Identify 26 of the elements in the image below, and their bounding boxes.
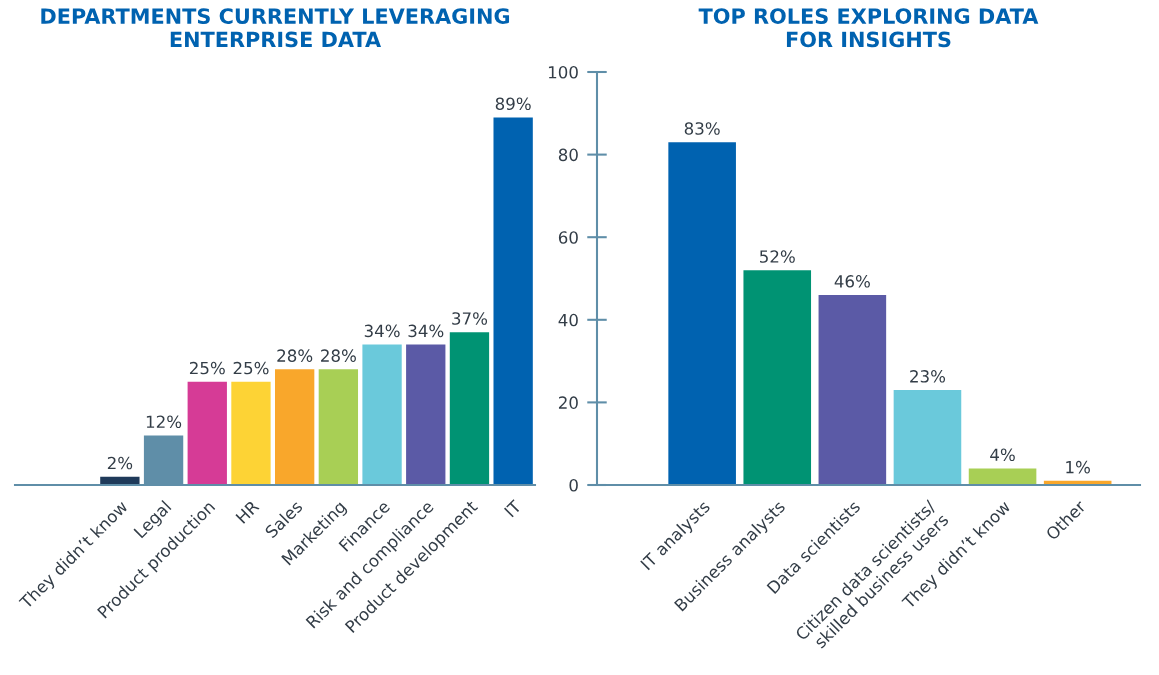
data-label: 52% [760, 250, 795, 263]
data-label: 23% [910, 370, 946, 383]
data-label: 1% [1066, 460, 1090, 474]
x-tick-label: HR [235, 499, 260, 524]
y-tick-label: 80 [558, 148, 578, 162]
data-label: 25% [233, 361, 269, 375]
data-label: 37% [452, 312, 488, 325]
y-tick-label: 100 [548, 65, 578, 79]
data-label: 34% [364, 324, 400, 338]
data-label: 4% [990, 448, 1015, 462]
y-tick-label: 0 [569, 478, 578, 492]
data-label: 83% [684, 122, 720, 135]
data-label: 12% [146, 415, 182, 429]
data-label: 46% [834, 275, 870, 288]
chart-title: TOP ROLES EXPLORING DATA FOR INSIGHTS [698, 8, 1039, 48]
chart-title: DEPARTMENTS CURRENTLY LEVERAGING ENTERPRISE DATA [41, 8, 510, 48]
data-label: 34% [408, 324, 444, 338]
data-label: 89% [495, 97, 531, 111]
x-tick-label: IT [504, 499, 523, 518]
data-label: 28% [277, 349, 313, 362]
y-tick-label: 40 [558, 313, 578, 327]
data-label: 2% [107, 456, 133, 470]
data-label: 28% [321, 349, 356, 362]
data-label: 25% [189, 361, 225, 375]
y-tick-label: 60 [558, 231, 578, 244]
y-tick-label: 20 [558, 396, 578, 409]
